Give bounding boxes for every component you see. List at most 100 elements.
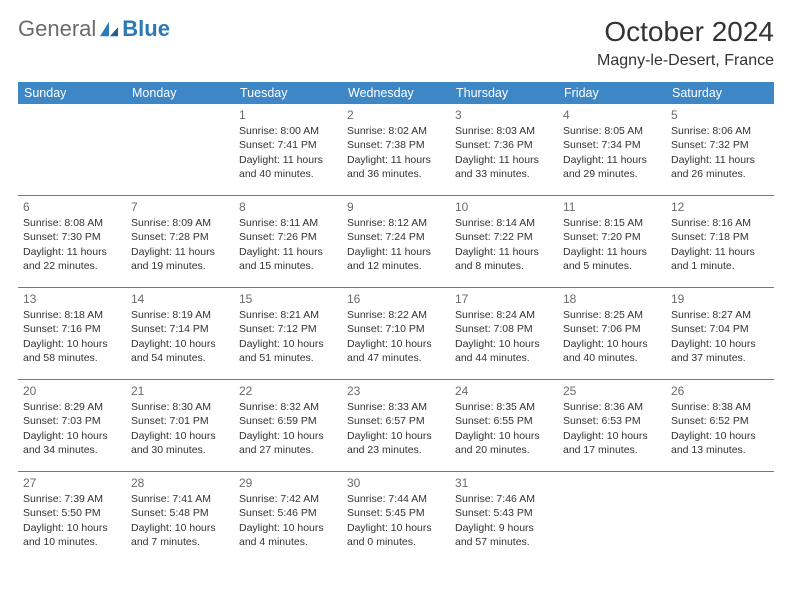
month-title: October 2024	[597, 16, 774, 48]
sunset-text: Sunset: 7:10 PM	[347, 322, 445, 336]
weekday-header: Friday	[558, 82, 666, 104]
day-cell: 4Sunrise: 8:05 AMSunset: 7:34 PMDaylight…	[558, 104, 666, 196]
daylight-text: Daylight: 10 hours	[239, 429, 337, 443]
day-cell: 31Sunrise: 7:46 AMSunset: 5:43 PMDayligh…	[450, 472, 558, 564]
day-cell: 12Sunrise: 8:16 AMSunset: 7:18 PMDayligh…	[666, 196, 774, 288]
sunset-text: Sunset: 7:24 PM	[347, 230, 445, 244]
sunset-text: Sunset: 7:28 PM	[131, 230, 229, 244]
weekday-header: Saturday	[666, 82, 774, 104]
day-number: 20	[23, 383, 121, 399]
day-number: 23	[347, 383, 445, 399]
daylight-text: Daylight: 10 hours	[563, 337, 661, 351]
sunset-text: Sunset: 5:45 PM	[347, 506, 445, 520]
day-number: 21	[131, 383, 229, 399]
day-number: 12	[671, 199, 769, 215]
day-number: 13	[23, 291, 121, 307]
sunrise-text: Sunrise: 8:16 AM	[671, 216, 769, 230]
daylight-text: and 54 minutes.	[131, 351, 229, 365]
sunset-text: Sunset: 5:50 PM	[23, 506, 121, 520]
daylight-text: Daylight: 11 hours	[239, 153, 337, 167]
day-number: 22	[239, 383, 337, 399]
daylight-text: and 36 minutes.	[347, 167, 445, 181]
calendar-row: 13Sunrise: 8:18 AMSunset: 7:16 PMDayligh…	[18, 288, 774, 380]
day-number: 6	[23, 199, 121, 215]
sunrise-text: Sunrise: 8:38 AM	[671, 400, 769, 414]
logo: General Blue	[18, 16, 170, 42]
sunrise-text: Sunrise: 8:00 AM	[239, 124, 337, 138]
sunset-text: Sunset: 7:14 PM	[131, 322, 229, 336]
sunset-text: Sunset: 5:43 PM	[455, 506, 553, 520]
day-cell: 5Sunrise: 8:06 AMSunset: 7:32 PMDaylight…	[666, 104, 774, 196]
day-cell: 13Sunrise: 8:18 AMSunset: 7:16 PMDayligh…	[18, 288, 126, 380]
sunset-text: Sunset: 7:20 PM	[563, 230, 661, 244]
sunset-text: Sunset: 6:52 PM	[671, 414, 769, 428]
location: Magny-le-Desert, France	[597, 52, 774, 70]
daylight-text: and 44 minutes.	[455, 351, 553, 365]
sunrise-text: Sunrise: 7:46 AM	[455, 492, 553, 506]
sunrise-text: Sunrise: 8:14 AM	[455, 216, 553, 230]
calendar-row: 6Sunrise: 8:08 AMSunset: 7:30 PMDaylight…	[18, 196, 774, 288]
sunrise-text: Sunrise: 8:36 AM	[563, 400, 661, 414]
day-number: 17	[455, 291, 553, 307]
sunrise-text: Sunrise: 8:06 AM	[671, 124, 769, 138]
daylight-text: Daylight: 11 hours	[347, 153, 445, 167]
day-number: 27	[23, 475, 121, 491]
day-cell: 21Sunrise: 8:30 AMSunset: 7:01 PMDayligh…	[126, 380, 234, 472]
daylight-text: Daylight: 11 hours	[23, 245, 121, 259]
daylight-text: and 8 minutes.	[455, 259, 553, 273]
day-cell: 19Sunrise: 8:27 AMSunset: 7:04 PMDayligh…	[666, 288, 774, 380]
daylight-text: Daylight: 10 hours	[455, 429, 553, 443]
sunrise-text: Sunrise: 8:18 AM	[23, 308, 121, 322]
daylight-text: Daylight: 11 hours	[131, 245, 229, 259]
empty-cell	[126, 104, 234, 196]
day-number: 2	[347, 107, 445, 123]
weekday-header-row: Sunday Monday Tuesday Wednesday Thursday…	[18, 82, 774, 104]
daylight-text: and 15 minutes.	[239, 259, 337, 273]
daylight-text: and 29 minutes.	[563, 167, 661, 181]
day-cell: 20Sunrise: 8:29 AMSunset: 7:03 PMDayligh…	[18, 380, 126, 472]
sunrise-text: Sunrise: 8:09 AM	[131, 216, 229, 230]
daylight-text: Daylight: 10 hours	[239, 337, 337, 351]
day-cell: 24Sunrise: 8:35 AMSunset: 6:55 PMDayligh…	[450, 380, 558, 472]
sunset-text: Sunset: 7:08 PM	[455, 322, 553, 336]
daylight-text: Daylight: 11 hours	[455, 153, 553, 167]
sunrise-text: Sunrise: 8:11 AM	[239, 216, 337, 230]
daylight-text: and 33 minutes.	[455, 167, 553, 181]
sunset-text: Sunset: 6:53 PM	[563, 414, 661, 428]
daylight-text: and 7 minutes.	[131, 535, 229, 549]
day-cell: 26Sunrise: 8:38 AMSunset: 6:52 PMDayligh…	[666, 380, 774, 472]
day-number: 25	[563, 383, 661, 399]
sunrise-text: Sunrise: 8:12 AM	[347, 216, 445, 230]
sunset-text: Sunset: 7:32 PM	[671, 138, 769, 152]
daylight-text: Daylight: 10 hours	[131, 521, 229, 535]
day-cell: 8Sunrise: 8:11 AMSunset: 7:26 PMDaylight…	[234, 196, 342, 288]
day-cell: 16Sunrise: 8:22 AMSunset: 7:10 PMDayligh…	[342, 288, 450, 380]
day-cell: 30Sunrise: 7:44 AMSunset: 5:45 PMDayligh…	[342, 472, 450, 564]
daylight-text: and 58 minutes.	[23, 351, 121, 365]
daylight-text: and 51 minutes.	[239, 351, 337, 365]
logo-text-general: General	[18, 16, 96, 42]
day-cell: 14Sunrise: 8:19 AMSunset: 7:14 PMDayligh…	[126, 288, 234, 380]
daylight-text: Daylight: 11 hours	[671, 153, 769, 167]
daylight-text: Daylight: 10 hours	[239, 521, 337, 535]
sunset-text: Sunset: 5:48 PM	[131, 506, 229, 520]
daylight-text: and 30 minutes.	[131, 443, 229, 457]
logo-sail-icon	[98, 20, 120, 38]
daylight-text: and 12 minutes.	[347, 259, 445, 273]
day-cell: 25Sunrise: 8:36 AMSunset: 6:53 PMDayligh…	[558, 380, 666, 472]
daylight-text: and 17 minutes.	[563, 443, 661, 457]
daylight-text: Daylight: 9 hours	[455, 521, 553, 535]
logo-text-blue: Blue	[122, 16, 170, 42]
sunrise-text: Sunrise: 8:02 AM	[347, 124, 445, 138]
sunrise-text: Sunrise: 8:15 AM	[563, 216, 661, 230]
sunset-text: Sunset: 7:01 PM	[131, 414, 229, 428]
empty-cell	[666, 472, 774, 564]
daylight-text: Daylight: 10 hours	[563, 429, 661, 443]
day-number: 15	[239, 291, 337, 307]
day-number: 1	[239, 107, 337, 123]
daylight-text: and 57 minutes.	[455, 535, 553, 549]
sunrise-text: Sunrise: 8:30 AM	[131, 400, 229, 414]
sunset-text: Sunset: 5:46 PM	[239, 506, 337, 520]
day-cell: 17Sunrise: 8:24 AMSunset: 7:08 PMDayligh…	[450, 288, 558, 380]
sunrise-text: Sunrise: 8:24 AM	[455, 308, 553, 322]
